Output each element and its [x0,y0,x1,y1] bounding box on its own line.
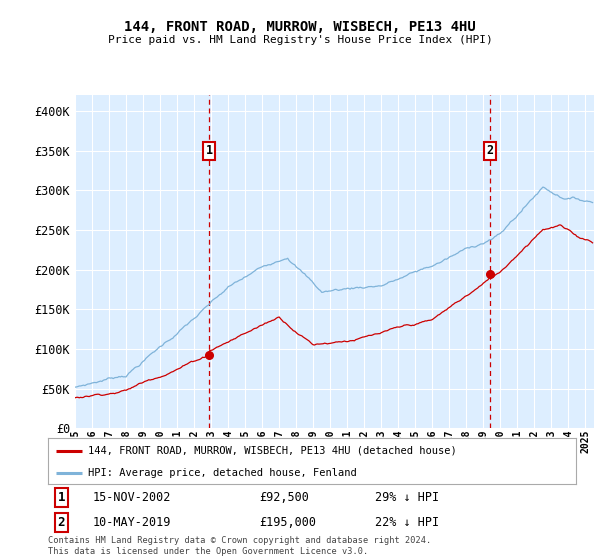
Text: 1: 1 [205,144,212,157]
Text: 1: 1 [58,491,65,504]
Text: 10-MAY-2019: 10-MAY-2019 [93,516,171,529]
Text: 144, FRONT ROAD, MURROW, WISBECH, PE13 4HU: 144, FRONT ROAD, MURROW, WISBECH, PE13 4… [124,20,476,34]
Text: 22% ↓ HPI: 22% ↓ HPI [376,516,439,529]
Text: HPI: Average price, detached house, Fenland: HPI: Average price, detached house, Fenl… [88,468,356,478]
Text: 2: 2 [486,144,493,157]
Text: 2: 2 [58,516,65,529]
Text: 29% ↓ HPI: 29% ↓ HPI [376,491,439,504]
Text: 15-NOV-2002: 15-NOV-2002 [93,491,171,504]
Text: £92,500: £92,500 [259,491,309,504]
Text: Price paid vs. HM Land Registry's House Price Index (HPI): Price paid vs. HM Land Registry's House … [107,35,493,45]
Text: Contains HM Land Registry data © Crown copyright and database right 2024.
This d: Contains HM Land Registry data © Crown c… [48,536,431,556]
Text: 144, FRONT ROAD, MURROW, WISBECH, PE13 4HU (detached house): 144, FRONT ROAD, MURROW, WISBECH, PE13 4… [88,446,457,456]
Text: £195,000: £195,000 [259,516,316,529]
